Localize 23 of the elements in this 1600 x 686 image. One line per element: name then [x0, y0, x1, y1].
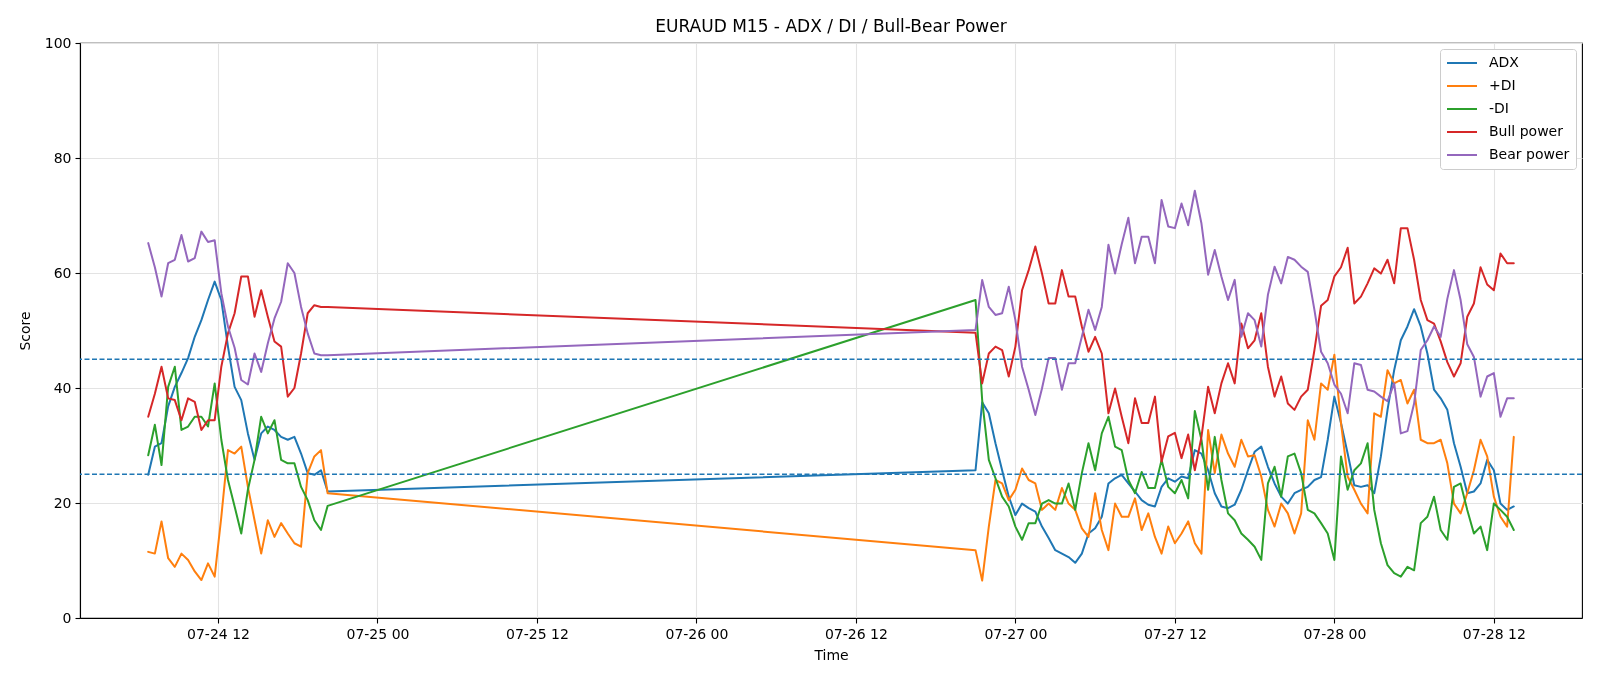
legend-label: Bull power	[1489, 123, 1564, 139]
x-tick-label: 07-27 12	[1143, 625, 1207, 642]
y-tick-label: 20	[53, 494, 72, 511]
y-tick-label: 60	[53, 264, 72, 281]
x-tick-label: 07-26 12	[824, 625, 888, 642]
y-tick-label: 100	[44, 34, 72, 51]
chart-title: EURAUD M15 - ADX / DI / Bull-Bear Power	[655, 16, 1007, 36]
x-tick-label: 07-28 12	[1462, 625, 1526, 642]
x-tick-label: 07-25 00	[346, 625, 410, 642]
legend-label: ADX	[1489, 54, 1520, 70]
y-tick-label: 80	[53, 149, 72, 166]
x-tick-label: 07-26 00	[665, 625, 729, 642]
x-axis-title: Time	[813, 646, 849, 663]
legend-label: +DI	[1489, 77, 1516, 93]
x-tick-label: 07-25 12	[505, 625, 569, 642]
y-axis-title: Score	[16, 311, 33, 351]
y-tick-label: 0	[62, 609, 72, 626]
x-tick-label: 07-24 12	[187, 625, 250, 642]
y-tick-label: 40	[53, 379, 72, 396]
legend-label: Bear power	[1489, 146, 1570, 162]
x-tick-label: 07-27 00	[984, 625, 1048, 642]
x-tick-label: 07-28 00	[1303, 625, 1367, 642]
legend-label: -DI	[1489, 100, 1509, 116]
